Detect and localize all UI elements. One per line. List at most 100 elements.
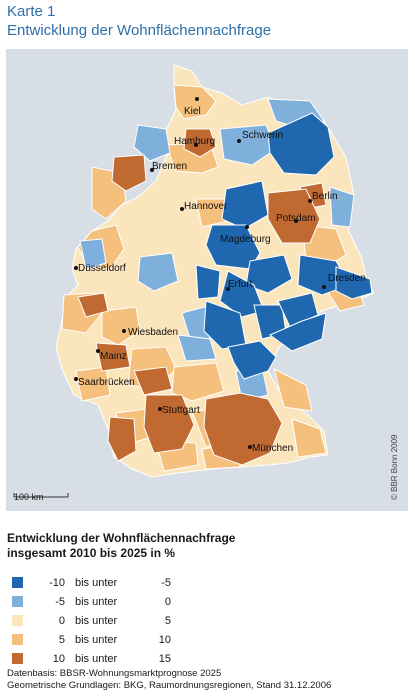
city-label: Potsdam [276, 213, 315, 224]
city-dot [308, 199, 312, 203]
region-dithmarschen [133, 124, 171, 162]
city-dot [74, 266, 78, 270]
region-westmecklenburg [219, 124, 277, 166]
legend-item: 0 bis unter 5 [12, 611, 171, 630]
map-canvas: Kiel Hamburg Schwerin Bremen Berlin Hannover P… [13, 64, 375, 498]
source-note: Datenbasis: BBSR-Wohnungsmarktprognose 2… [7, 668, 331, 692]
city-hamburg: Hamburg [174, 136, 215, 147]
city-dot [122, 329, 126, 333]
city-dot [245, 225, 249, 229]
city-mainz: Mainz [96, 349, 127, 362]
legend-from: 0 [58, 614, 65, 627]
city-label: Mainz [100, 351, 127, 362]
city-dot [74, 377, 78, 381]
legend-from: -10 [49, 576, 65, 589]
city-muenchen: München [248, 443, 293, 454]
city-label: Kiel [184, 106, 201, 117]
legend-swatch [12, 634, 23, 645]
city-label: Erfurt [228, 279, 253, 290]
city-label: Berlin [312, 191, 338, 202]
region-altmark [221, 180, 269, 230]
city-dot [96, 349, 100, 353]
legend-mid: bis unter [75, 633, 118, 646]
region-hamburg [183, 128, 217, 158]
city-layer: Kiel Hamburg Schwerin Bremen Berlin Hannover P… [74, 97, 366, 454]
regions-ten-to-fifteen [77, 128, 327, 466]
city-dresden: Dresden [322, 273, 366, 289]
city-dot [194, 143, 198, 147]
legend-to: 5 [164, 614, 171, 627]
city-dot [158, 407, 162, 411]
region-erzgebirge [269, 312, 327, 352]
legend-to: 15 [158, 652, 171, 665]
city-label: Bremen [152, 161, 187, 172]
legend-mid: bis unter [75, 576, 118, 589]
source-line2: Geometrische Grundlagen: BKG, Raumordnun… [7, 680, 332, 691]
map-title: Entwicklung der Wohnflächennachfrage [7, 22, 272, 39]
region-halle [219, 270, 265, 318]
city-erfurt: Erfurt [226, 279, 253, 291]
city-dot [237, 139, 241, 143]
legend-from: 10 [52, 652, 65, 665]
city-label: Düsseldorf [78, 263, 126, 274]
region-rheinhessen [95, 342, 131, 372]
city-dot [248, 445, 252, 449]
source-line1: Datenbasis: BBSR-Wohnungsmarktprognose 2… [7, 668, 222, 679]
city-label: Stuttgart [162, 405, 200, 416]
city-label: München [252, 443, 293, 454]
region-pfalz [75, 366, 111, 402]
map-header: Karte 1 Entwicklung der Wohnflächennachf… [7, 2, 271, 40]
legend-from: 5 [58, 633, 65, 646]
region-mecklenburgische-seenplatte [267, 112, 335, 176]
legend-swatch [12, 577, 23, 588]
legend-to: 0 [164, 595, 171, 608]
legend-swatch [12, 596, 23, 607]
city-label: Saarbrücken [78, 377, 135, 388]
region-suedthueringen [227, 340, 277, 380]
city-potsdam: Potsdam [276, 213, 315, 224]
city-label: Hannover [184, 201, 228, 212]
legend-mid: bis unter [75, 614, 118, 627]
map-number: Karte 1 [7, 3, 56, 20]
region-sauerland [137, 252, 179, 292]
city-berlin: Berlin [308, 191, 338, 203]
region-stuttgart [143, 394, 195, 454]
legend-mid: bis unter [75, 652, 118, 665]
region-bremen-umland [111, 154, 147, 192]
region-koeln [101, 306, 141, 346]
city-dot [150, 168, 154, 172]
city-kiel: Kiel [184, 97, 201, 117]
city-label: Schwerin [242, 130, 283, 141]
region-kiel [173, 84, 217, 120]
legend-item: 10 bis unter 15 [12, 649, 171, 668]
legend-item: -5 bis unter 0 [12, 592, 171, 611]
legend-swatch [12, 653, 23, 664]
city-duesseldorf: Düsseldorf [74, 263, 126, 274]
legend: -10 bis unter -5 -5 bis unter 0 0 bis un… [12, 573, 171, 668]
city-saarbruecken: Saarbrücken [74, 377, 135, 388]
city-hannover: Hannover [180, 201, 228, 212]
city-dot [322, 285, 326, 289]
city-label: Hamburg [174, 136, 215, 147]
legend-item: -10 bis unter -5 [12, 573, 171, 592]
city-schwerin: Schwerin [237, 130, 283, 143]
legend-mid: bis unter [75, 595, 118, 608]
city-wiesbaden: Wiesbaden [122, 327, 178, 338]
region-oberlausitz-niederschlesien [335, 266, 373, 300]
scale-label: 100 km [14, 492, 44, 502]
city-dot [294, 219, 298, 223]
city-bremen: Bremen [150, 161, 187, 172]
city-dot [180, 207, 184, 211]
legend-title-line1: Entwicklung der Wohnflächennachfrage [7, 531, 236, 545]
legend-title-line2: insgesamt 2010 bis 2025 in % [7, 546, 176, 560]
legend-title: Entwicklung der Wohnflächennachfrage ins… [7, 531, 235, 561]
region-oberbayern-ost [291, 418, 327, 458]
city-label: Dresden [328, 273, 366, 284]
regions-minus-ten-to-minus-five [195, 112, 373, 380]
city-label: Wiesbaden [128, 327, 178, 338]
legend-swatch [12, 615, 23, 626]
legend-to: 10 [158, 633, 171, 646]
region-osthessen [177, 334, 217, 362]
germany-map: Kiel Hamburg Schwerin Bremen Berlin Hannover P… [6, 49, 408, 511]
region-niederbayern [273, 368, 313, 412]
